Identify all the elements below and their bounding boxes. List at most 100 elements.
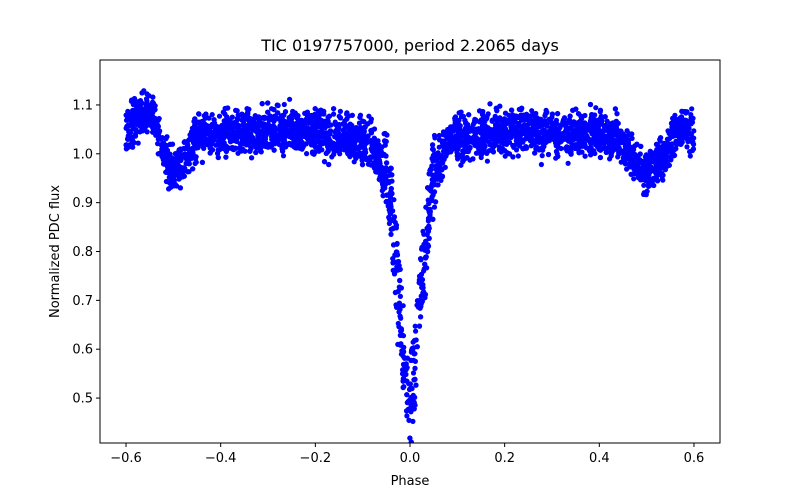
data-point [551, 121, 558, 128]
data-point [449, 128, 455, 134]
data-point [370, 148, 376, 154]
data-point [161, 161, 167, 167]
data-point [429, 197, 435, 203]
data-point [140, 119, 147, 125]
data-point [508, 134, 514, 140]
data-point [304, 151, 310, 157]
data-point [181, 139, 187, 145]
data-point [660, 177, 666, 183]
data-point [484, 150, 490, 156]
data-point [499, 139, 505, 145]
data-point [309, 131, 316, 137]
data-point [449, 135, 455, 141]
data-point [312, 144, 318, 150]
data-point [203, 111, 209, 117]
data-point [497, 115, 503, 121]
data-point [589, 130, 595, 136]
data-point [379, 171, 385, 177]
data-point [373, 169, 379, 175]
data-point [673, 140, 679, 146]
data-point [602, 114, 608, 120]
data-point [223, 148, 229, 154]
data-point [418, 256, 424, 262]
data-point [383, 165, 389, 171]
data-point [384, 160, 390, 166]
data-point [418, 271, 424, 278]
data-point [591, 126, 597, 132]
data-point [279, 130, 285, 137]
data-point [616, 150, 622, 156]
data-point [644, 188, 650, 194]
data-point [356, 150, 362, 156]
data-point [383, 138, 389, 145]
data-point [259, 101, 265, 107]
data-point [589, 117, 595, 123]
data-point [392, 252, 398, 258]
data-point [397, 293, 403, 299]
data-point [355, 145, 361, 151]
data-point [390, 267, 396, 273]
data-point [290, 108, 296, 115]
data-point [588, 144, 594, 150]
data-point [248, 144, 254, 150]
data-point [144, 103, 150, 109]
data-point [130, 144, 136, 150]
data-point [430, 146, 436, 152]
data-point [614, 111, 620, 117]
data-point [245, 111, 251, 117]
data-point [477, 108, 483, 114]
data-point [486, 139, 492, 145]
data-point [597, 141, 604, 147]
data-point [396, 263, 402, 269]
data-point [623, 142, 629, 149]
data-point [266, 141, 272, 147]
data-point [646, 172, 652, 178]
data-point [657, 150, 663, 156]
data-point [382, 130, 388, 137]
data-point [387, 194, 393, 200]
data-point [373, 140, 379, 146]
data-point [668, 157, 674, 163]
data-point [443, 153, 449, 159]
data-point [476, 138, 483, 144]
data-point [553, 131, 560, 138]
data-point [253, 144, 259, 151]
data-point [213, 142, 219, 148]
data-point [668, 134, 674, 140]
data-point [347, 138, 353, 144]
data-point [240, 131, 246, 137]
data-point [318, 130, 324, 136]
data-point [455, 131, 461, 137]
data-point [481, 121, 487, 127]
data-point [403, 371, 409, 377]
data-point [383, 175, 389, 181]
data-point [344, 111, 350, 117]
data-point [512, 118, 518, 124]
data-point [279, 146, 285, 152]
data-point [470, 156, 476, 162]
data-point [303, 131, 309, 137]
data-point [216, 127, 222, 134]
data-point [261, 114, 268, 120]
data-point [295, 133, 302, 139]
data-point [367, 157, 373, 163]
data-point [545, 151, 552, 158]
data-point [331, 106, 337, 112]
data-point [597, 107, 604, 113]
data-point [255, 127, 261, 134]
data-point [398, 326, 404, 332]
data-point [413, 382, 419, 388]
data-point [211, 124, 217, 130]
data-point [336, 134, 342, 140]
data-point [621, 159, 628, 165]
data-point [441, 141, 447, 147]
data-point [555, 144, 561, 150]
data-point [289, 134, 295, 141]
data-point [426, 171, 432, 177]
data-point [410, 370, 417, 376]
data-point [435, 150, 441, 156]
data-point [376, 157, 382, 163]
data-point [426, 235, 432, 241]
data-point [599, 121, 605, 127]
